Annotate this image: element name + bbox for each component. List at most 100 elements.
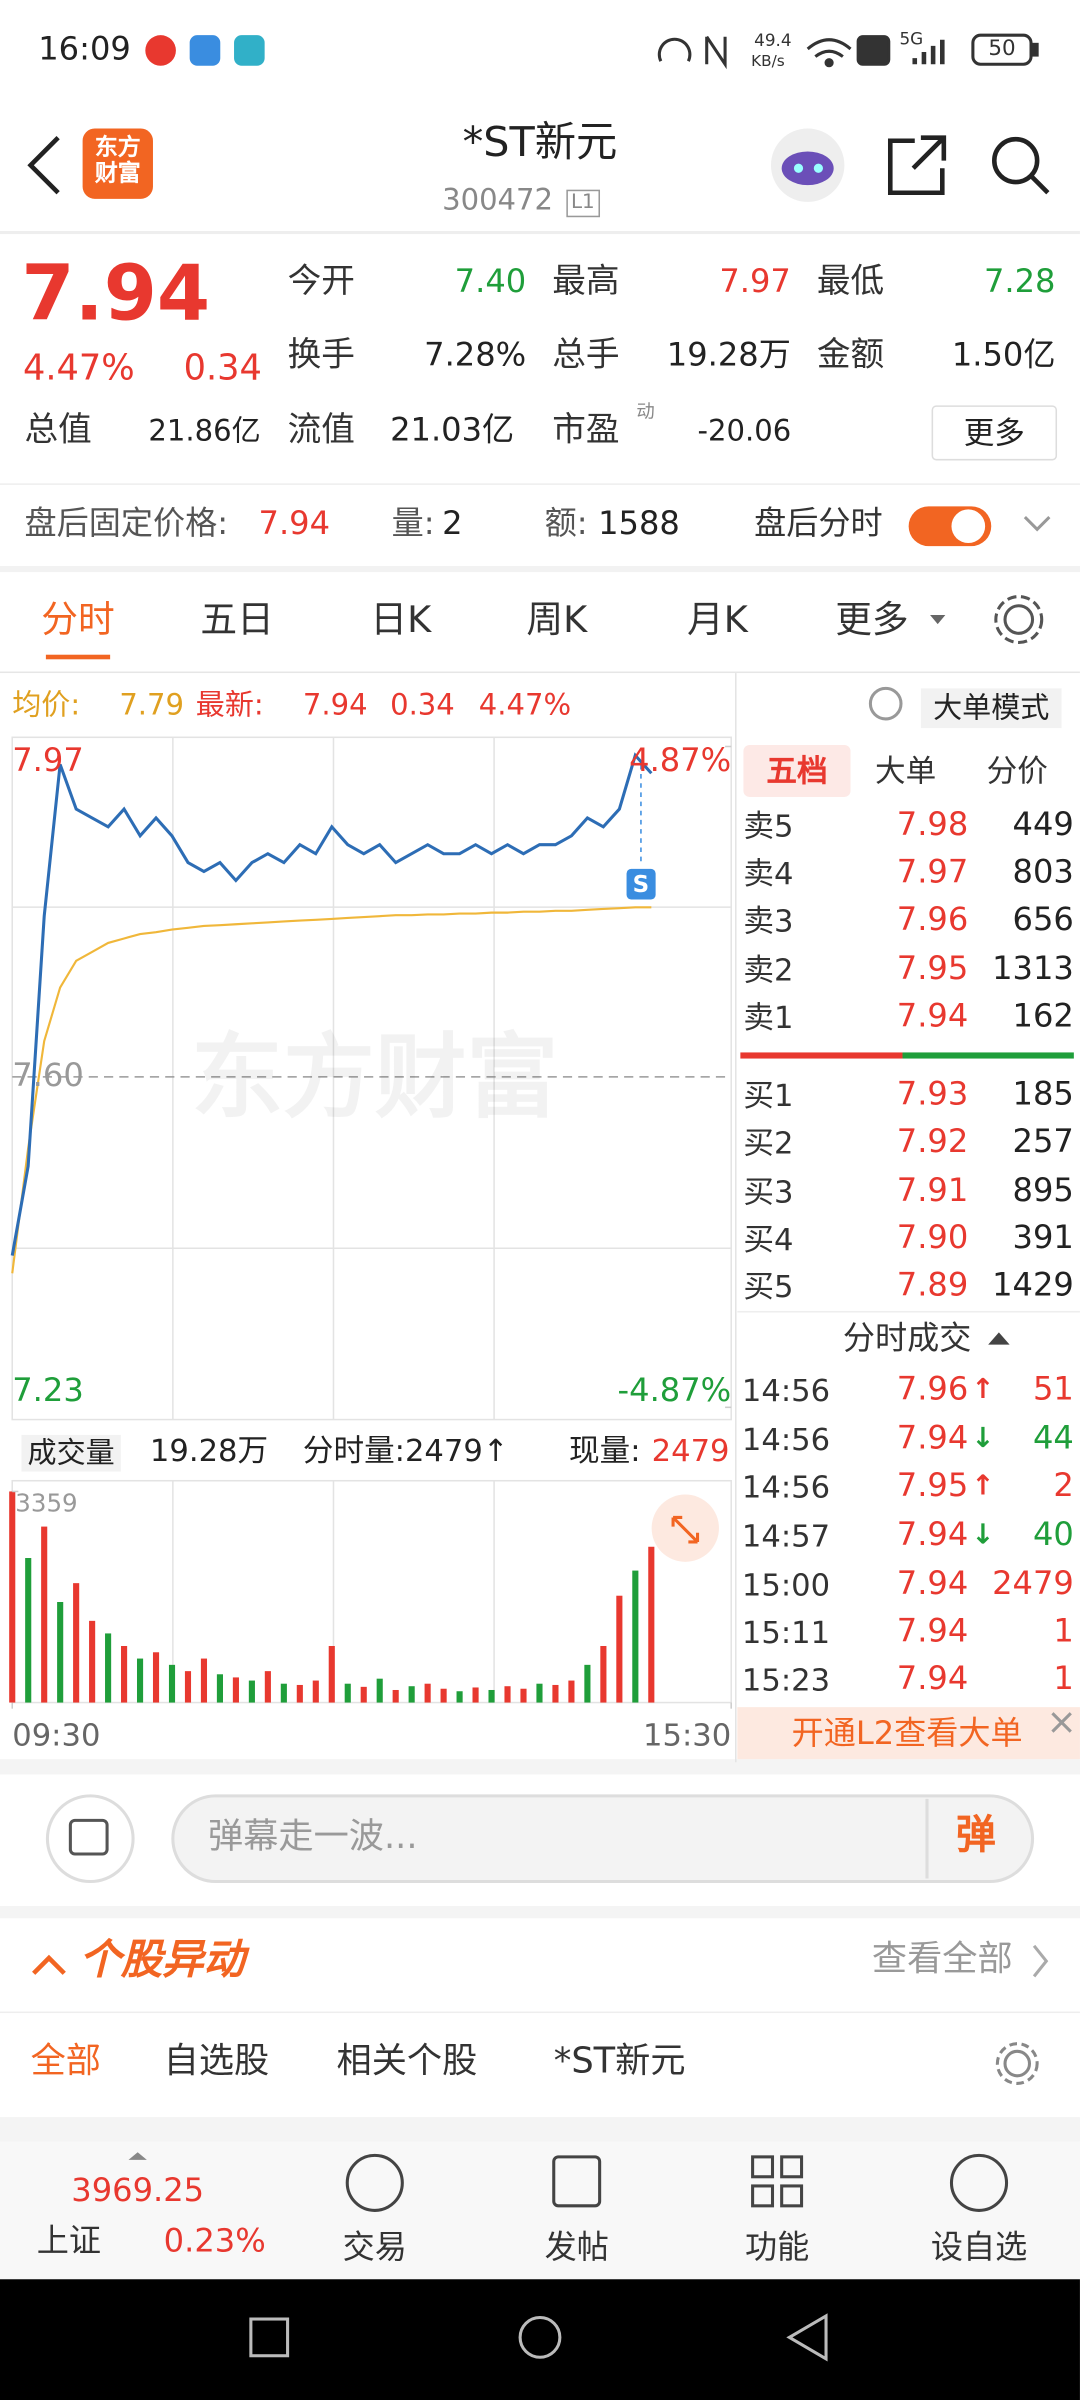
filter-tab[interactable]: *ST新元 xyxy=(553,2042,686,2083)
nav-item[interactable]: 交易 xyxy=(342,2229,407,2267)
volume-bar xyxy=(520,1688,527,1703)
field-label: 总手 xyxy=(552,336,620,375)
field-label: 今开 xyxy=(287,262,355,302)
trade-time: 14:56 xyxy=(741,1421,831,1458)
trade-time: 15:00 xyxy=(741,1566,831,1604)
x-tick-label: 09:30 xyxy=(12,1716,101,1754)
trade-price: 7.94 xyxy=(896,1660,969,1698)
current-volume-label: 现量: xyxy=(569,1431,641,1469)
bid-price: 7.89 xyxy=(896,1267,969,1304)
filter-tab[interactable]: 相关个股 xyxy=(336,2042,478,2083)
volume-bar xyxy=(504,1686,511,1703)
chart-tab[interactable]: 五日 xyxy=(200,597,274,641)
chart-tab[interactable]: 月K xyxy=(687,597,748,641)
y2-tick-label: 4.87% xyxy=(629,742,732,780)
volume-bar xyxy=(488,1689,495,1703)
bid-volume: 391 xyxy=(1012,1219,1074,1257)
trade-time: 14:56 xyxy=(741,1372,831,1409)
nav-item[interactable]: 发帖 xyxy=(544,2229,609,2267)
net-speed: 49.4 xyxy=(754,30,792,51)
chart-info: 0.34 xyxy=(390,687,455,722)
y-tick-label: 7.23 xyxy=(12,1372,84,1410)
volume-bar xyxy=(360,1686,367,1703)
trade-price: 7.94 xyxy=(896,1516,969,1554)
volume-bar xyxy=(632,1570,639,1703)
pe-tag: 动 xyxy=(636,401,655,423)
volume-selector[interactable]: 成交量 xyxy=(21,1434,121,1473)
chart-tab[interactable]: 更多 xyxy=(835,597,909,641)
after-hours-toggle[interactable]: 盘后分时 xyxy=(754,505,883,543)
chart-tab[interactable]: 日K xyxy=(370,597,432,641)
trade-time: 14:57 xyxy=(741,1517,831,1555)
chart-info: 7.79 xyxy=(119,687,185,722)
volume-bar xyxy=(184,1671,192,1703)
bid-label: 买5 xyxy=(743,1268,794,1305)
volume-bar xyxy=(216,1674,223,1703)
volume-bar xyxy=(25,1558,32,1703)
bid-label: 买3 xyxy=(743,1173,794,1210)
bid-label: 买4 xyxy=(743,1220,794,1258)
field-label: 最低 xyxy=(816,262,885,302)
volume-bar xyxy=(152,1652,160,1703)
field-label: 换手 xyxy=(287,336,355,375)
volume-bar xyxy=(456,1691,463,1703)
section-title: 个股异动 xyxy=(79,1936,245,1985)
field-value: 21.03亿 xyxy=(390,412,515,449)
book-tab[interactable]: 五档 xyxy=(766,752,828,790)
trade-volume: 51 xyxy=(1032,1371,1074,1408)
price-line xyxy=(11,906,652,1274)
field-value: 21.86亿 xyxy=(148,413,261,448)
change: 0.34 xyxy=(183,349,262,390)
chart-tab[interactable]: 分时 xyxy=(41,597,115,641)
status-icons xyxy=(145,33,1039,70)
book-tab[interactable]: 分价 xyxy=(986,752,1048,790)
field-label: 流值 xyxy=(287,411,355,450)
trade-price: 7.94 xyxy=(896,1420,969,1457)
filter-tab[interactable]: 自选股 xyxy=(163,2042,270,2083)
field-label: 金额 xyxy=(816,336,885,375)
ask-label: 卖3 xyxy=(743,902,794,940)
nav-item[interactable]: 设自选 xyxy=(930,2229,1028,2267)
more-button[interactable]: 更多 xyxy=(931,405,1058,461)
plot xyxy=(9,745,732,1709)
book-tab[interactable]: 大单 xyxy=(874,752,937,790)
change-pct: 4.47% xyxy=(22,349,135,390)
field-value: -20.06 xyxy=(697,413,792,448)
chart-info: 最新: xyxy=(195,687,264,722)
volume-bar xyxy=(536,1683,543,1703)
after-hours-label: 盘后固定价格: xyxy=(24,505,229,543)
field-value: 7.97 xyxy=(719,263,791,301)
danmu-button[interactable]: 弹 xyxy=(956,1812,996,1859)
volume-bar xyxy=(472,1687,479,1703)
ask-price: 7.97 xyxy=(896,854,969,891)
volume-bar xyxy=(616,1595,623,1703)
header-icons xyxy=(27,128,1050,202)
view-all[interactable]: 查看全部 xyxy=(871,1940,1013,1980)
index-pct: 0.23% xyxy=(163,2223,266,2261)
mode-button[interactable]: 大单模式 xyxy=(920,687,1062,729)
volume-bar xyxy=(376,1678,383,1703)
field-value: 1.50亿 xyxy=(951,337,1056,374)
volume-bar xyxy=(57,1602,64,1703)
danmu-input[interactable]: 弹幕走一波... xyxy=(208,1817,418,1858)
logo: 东方财富 xyxy=(94,133,141,186)
ask-price: 7.96 xyxy=(896,901,969,939)
trade-marker: S xyxy=(626,868,656,900)
volume-bar xyxy=(136,1658,144,1703)
filter-tab[interactable]: 全部 xyxy=(30,2042,101,2083)
trade-volume: 40 xyxy=(1032,1516,1074,1554)
l2-banner[interactable]: 开通L2查看大单 xyxy=(791,1715,1023,1753)
volume-bar xyxy=(328,1645,335,1703)
ask-volume: 1313 xyxy=(992,950,1074,988)
chart-tab[interactable]: 周K xyxy=(526,597,588,641)
tick-volume: 分时量:2479↑ xyxy=(302,1431,509,1469)
volume-bar xyxy=(41,1526,48,1703)
volume-bar xyxy=(200,1658,208,1703)
after-hours-volume: 2 xyxy=(442,505,463,543)
volume-bar xyxy=(584,1664,591,1703)
trade-volume: 1 xyxy=(1053,1612,1074,1650)
nav-item[interactable]: 功能 xyxy=(744,2229,810,2267)
index-name: 上证 xyxy=(36,2223,101,2261)
ask-label: 卖2 xyxy=(743,951,794,989)
